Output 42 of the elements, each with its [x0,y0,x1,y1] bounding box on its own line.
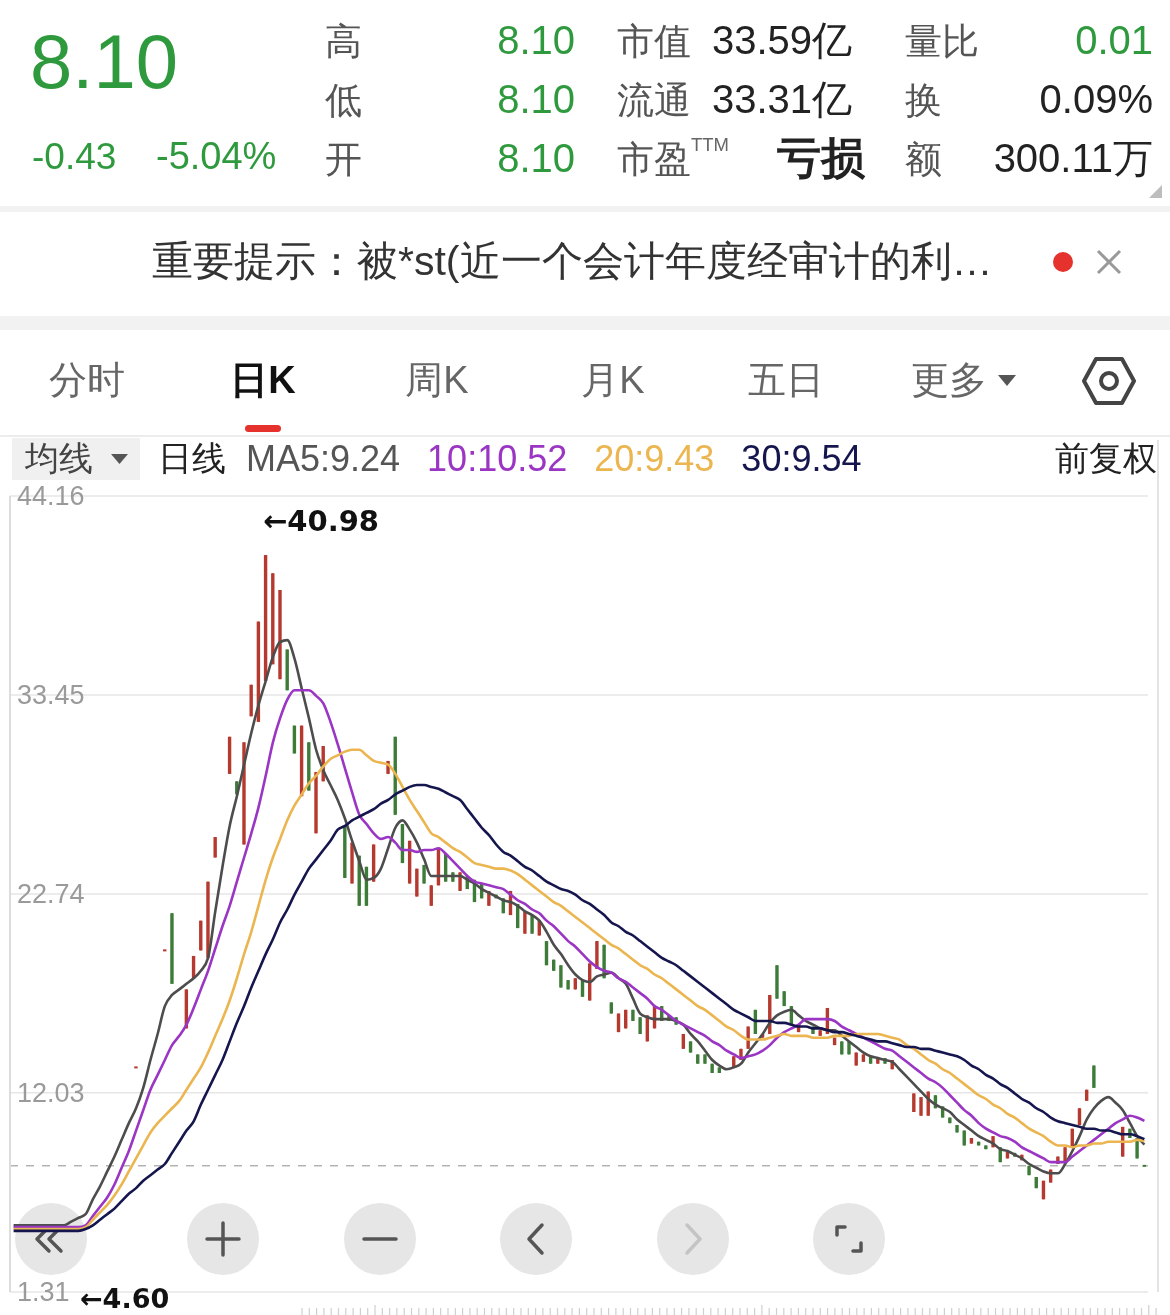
text: 市盈$^{TTM}$ [617,134,730,181]
text: 更多 [911,359,987,402]
text: 高 [325,20,362,63]
text: 8.10 [497,18,575,62]
text: 量比 [905,20,979,63]
text: 20:9.43 [594,438,715,480]
y-tick-label: 22.74 [17,878,85,909]
text: 月K [581,359,645,402]
text: 30:9.54 [741,438,862,480]
text: 流通 [617,79,691,122]
annotation: ←4.60 [80,1283,170,1315]
text: 额 [905,138,942,181]
text: 300.11万 [993,136,1153,180]
text: 8.10 [30,19,178,105]
text: 日线 [158,439,226,478]
text: 33.31亿 [712,77,853,121]
text: 10:10.52 [427,438,568,480]
text: -0.43 [32,135,117,178]
text: MA5:9.24 [246,438,401,480]
text: 日K [230,359,296,402]
text: 周K [405,359,469,402]
text: 前复权 [1055,439,1157,478]
text: 0.09% [1039,77,1153,121]
y-tick-label: 1.31 [17,1277,70,1307]
text: 均线 [25,439,93,478]
text: -5.04% [156,135,277,178]
y-tick-label: 44.16 [17,481,85,511]
text: 33.59亿 [712,18,853,62]
text: 重要提示：被*st(近一个会计年度经审计的利… [152,238,993,285]
y-tick-label: 33.45 [17,679,85,710]
y-tick-label: 12.03 [17,1077,85,1108]
text: 五日 [748,359,824,402]
text: 低 [325,79,362,122]
text: 8.10 [497,136,575,180]
text: 市值 [617,20,691,63]
annotation: ←40.98 [263,504,380,539]
text: 分时 [49,359,125,402]
text: 亏损 [777,132,865,183]
text: 开 [325,138,362,181]
text: 8.10 [497,77,575,121]
text: 0.01 [1075,18,1153,62]
text: 换 [905,79,942,122]
